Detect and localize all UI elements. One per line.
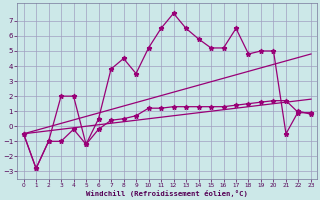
X-axis label: Windchill (Refroidissement éolien,°C): Windchill (Refroidissement éolien,°C) [86,190,248,197]
